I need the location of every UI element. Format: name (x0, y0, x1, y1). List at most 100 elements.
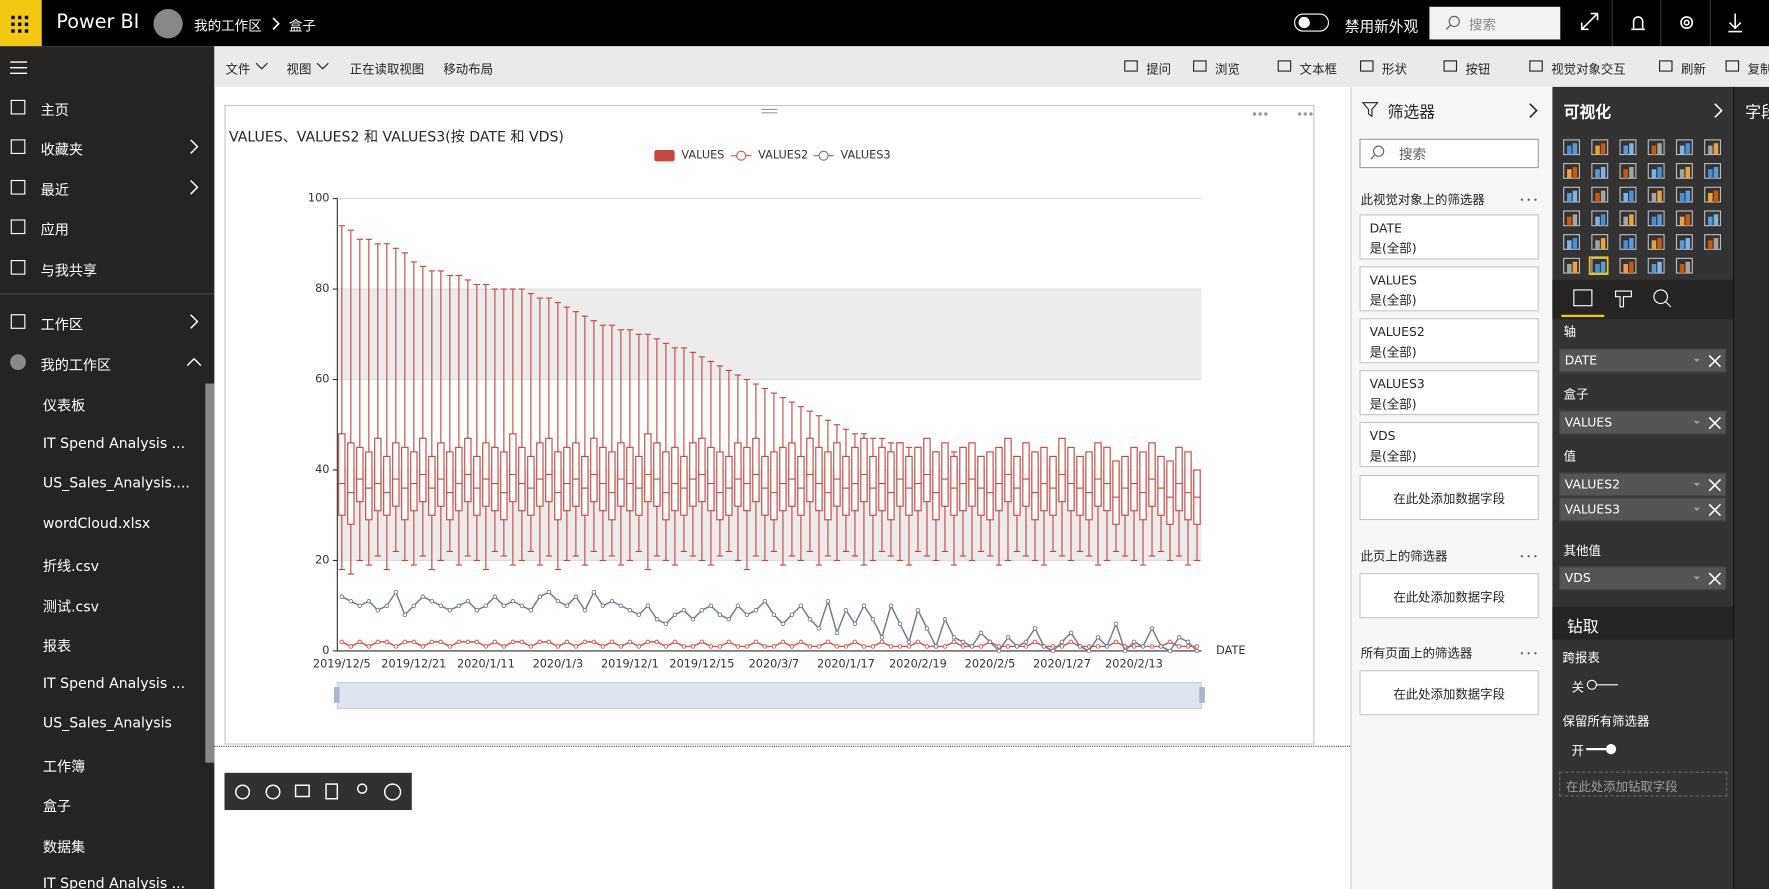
nav-sub-item[interactable]: US_Sales_Analysis (42, 714, 172, 732)
box (689, 442, 697, 507)
x-tick-label: 2019/12/5 (313, 658, 371, 671)
point (537, 594, 543, 599)
nav-sub-item[interactable]: 仪表板 (42, 397, 86, 415)
avatar[interactable] (153, 9, 183, 39)
box (365, 451, 373, 521)
add-field-box[interactable] (1359, 670, 1539, 716)
point (726, 639, 732, 645)
nav-scrollbar[interactable] (205, 383, 215, 763)
nav-chevron (190, 314, 199, 329)
filters-search[interactable] (1359, 138, 1539, 169)
hamburger[interactable] (9, 59, 29, 77)
point (618, 603, 624, 608)
box (734, 442, 742, 507)
nav-item[interactable]: 最近 (40, 181, 69, 199)
nav-sub-item[interactable]: 报表 (42, 637, 72, 655)
nav-sub-item[interactable]: wordCloud.xlsx (42, 513, 151, 531)
toolbar-button[interactable]: 按钮 (1465, 62, 1491, 77)
x-tick-label: 2020/3/7 (749, 658, 800, 671)
box (374, 437, 382, 512)
point (834, 644, 840, 649)
remove-field (1693, 503, 1722, 517)
point (483, 603, 489, 608)
toolbar-button[interactable]: 视图 (286, 62, 312, 77)
toolbar-button[interactable]: 复制 (1747, 62, 1769, 77)
point (510, 639, 516, 645)
box (500, 451, 508, 521)
add-field-box[interactable] (1359, 573, 1539, 619)
add-field-box[interactable] (1359, 474, 1539, 521)
breadcrumb-workspace[interactable]: 我的工作区 (194, 18, 262, 34)
box (608, 451, 616, 521)
point (1104, 644, 1110, 649)
filter-card[interactable] (1359, 214, 1539, 260)
cross-report-toggle[interactable] (1584, 677, 1620, 693)
visual-container[interactable] (224, 104, 1315, 745)
search-box[interactable] (1429, 6, 1561, 40)
nav-item[interactable]: 我的工作区 (40, 356, 112, 374)
drill-add-field: 在此处添加钻取字段 (1565, 779, 1678, 795)
filter-card[interactable] (1359, 421, 1539, 468)
box (491, 446, 499, 512)
filter-card[interactable] (1359, 266, 1539, 312)
nav-sub-item[interactable]: 盒子 (42, 797, 72, 815)
box (680, 455, 688, 516)
well-field[interactable] (1559, 348, 1727, 373)
point (447, 644, 453, 649)
y-tick-label: 80 (315, 282, 329, 295)
nav-sub-item[interactable]: 工作簿 (42, 757, 86, 775)
nav-item[interactable]: 工作区 (40, 315, 83, 333)
toggle[interactable] (1294, 13, 1330, 32)
point (465, 598, 471, 604)
nav-sub-item[interactable]: 折线.csv (42, 557, 100, 575)
nav-item[interactable]: 与我共享 (40, 261, 98, 279)
box (779, 446, 787, 512)
point (834, 630, 840, 636)
toolbar-button[interactable]: 形状 (1382, 62, 1407, 77)
toolbar-button[interactable]: 移动布局 (443, 62, 494, 77)
nav-sub-item[interactable]: IT Spend Analysis ... (42, 674, 186, 692)
box (581, 455, 589, 516)
floating-toolbar (224, 772, 412, 811)
nav-sub-item[interactable]: IT Spend Analysis ... (42, 874, 186, 889)
point (1176, 644, 1182, 649)
collapse-viz[interactable] (1710, 102, 1726, 120)
toolbar-button[interactable]: 正在读取视图 (349, 62, 425, 77)
well-field[interactable] (1559, 410, 1727, 435)
point (627, 607, 633, 613)
toolbar-button[interactable]: 视觉对象交互 (1551, 62, 1626, 77)
point (492, 639, 498, 645)
point (402, 639, 408, 645)
filters-search-placeholder: 搜索 (1398, 146, 1427, 163)
nav-sub-item[interactable]: IT Spend Analysis ... (42, 433, 186, 451)
box (1040, 446, 1048, 512)
toolbar-button[interactable]: 刷新 (1681, 62, 1706, 77)
nav-sub-item[interactable]: US_Sales_Analysis.... (42, 473, 190, 491)
filter-card[interactable] (1359, 370, 1539, 416)
nav-item[interactable]: 主页 (40, 101, 69, 119)
point (888, 603, 894, 608)
y-tick-label: 100 (308, 192, 330, 205)
keep-filters-toggle[interactable] (1584, 741, 1620, 757)
box (725, 455, 733, 516)
toolbar-button[interactable]: 提问 (1146, 62, 1172, 77)
point (411, 603, 417, 608)
floating-toolbar-icons[interactable] (225, 773, 412, 810)
nav-item[interactable]: 应用 (40, 221, 69, 239)
nav-sub-item[interactable]: 数据集 (42, 837, 86, 855)
nav-sub-item[interactable]: 测试.csv (42, 597, 100, 615)
box (392, 442, 400, 507)
x-tick-label: 2020/2/13 (1105, 658, 1163, 671)
filter-card[interactable] (1359, 318, 1539, 364)
toolbar-button[interactable]: 文件 (225, 62, 251, 77)
box (1085, 451, 1093, 521)
toolbar-button[interactable]: 浏览 (1215, 62, 1240, 77)
toolbar-button[interactable]: 文本框 (1299, 62, 1337, 77)
well-field[interactable] (1559, 566, 1727, 591)
collapse-filters[interactable] (1525, 102, 1541, 120)
drill-drop-zone[interactable] (1559, 771, 1728, 797)
well-field[interactable] (1559, 497, 1727, 522)
well-field[interactable] (1559, 472, 1727, 497)
box (1175, 446, 1183, 512)
nav-item[interactable]: 收藏夹 (40, 141, 83, 158)
